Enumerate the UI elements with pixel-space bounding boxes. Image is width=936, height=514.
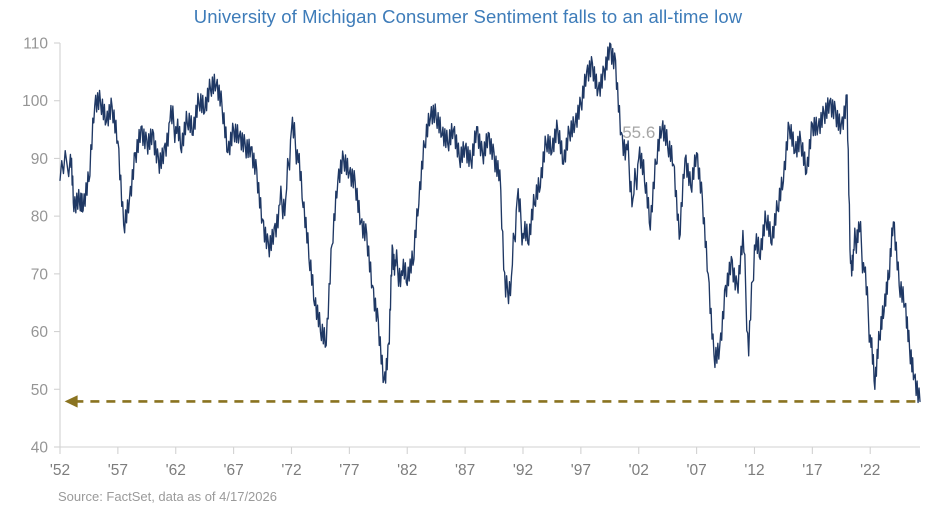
x-axis-tick-label: '52 <box>50 462 70 479</box>
x-axis-tick-label: '82 <box>397 462 417 479</box>
x-axis-tick-label: '87 <box>455 462 475 479</box>
y-axis-tick-label: 100 <box>22 93 48 110</box>
y-axis-tick-label: 40 <box>31 440 49 457</box>
x-axis-tick-label: '57 <box>108 462 128 479</box>
x-axis-tick-label: '02 <box>629 462 649 479</box>
chart-title: University of Michigan Consumer Sentimen… <box>193 6 743 27</box>
y-axis-tick-group: 40 50 60 70 80 90 100 110 <box>22 36 60 457</box>
current-value-annotation: 55.6 <box>622 123 655 142</box>
source-note: Source: FactSet, data as of 4/17/2026 <box>58 489 277 504</box>
x-axis-tick-label: '67 <box>224 462 244 479</box>
x-axis-tick-label: '22 <box>860 462 880 479</box>
sentiment-series-line <box>59 42 921 404</box>
x-axis-tick-label: '77 <box>339 462 359 479</box>
y-axis-tick-label: 70 <box>31 266 49 283</box>
y-axis-tick-label: 110 <box>23 36 48 53</box>
x-axis-tick-label: '07 <box>687 462 707 479</box>
y-axis-tick-label: 50 <box>31 382 49 399</box>
x-axis-tick-label: '62 <box>166 462 186 479</box>
y-axis-tick-label: 90 <box>31 151 49 168</box>
all-time-low-arrow <box>64 395 916 408</box>
x-axis-tick-label: '17 <box>802 462 822 479</box>
y-axis-tick-label: 80 <box>31 209 49 226</box>
x-axis-tick-label: '72 <box>281 462 301 479</box>
y-axis-tick-label: 60 <box>31 324 49 341</box>
x-axis-tick-group: '52 '57 '62 '67 '72 '77 '82 '87 '92 '97 '02 '07 '12 '… <box>50 447 880 479</box>
x-axis-tick-label: '92 <box>513 462 533 479</box>
x-axis-tick-label: '97 <box>571 462 591 479</box>
x-axis-tick-label: '12 <box>744 462 764 479</box>
arrow-head-icon <box>64 395 78 408</box>
